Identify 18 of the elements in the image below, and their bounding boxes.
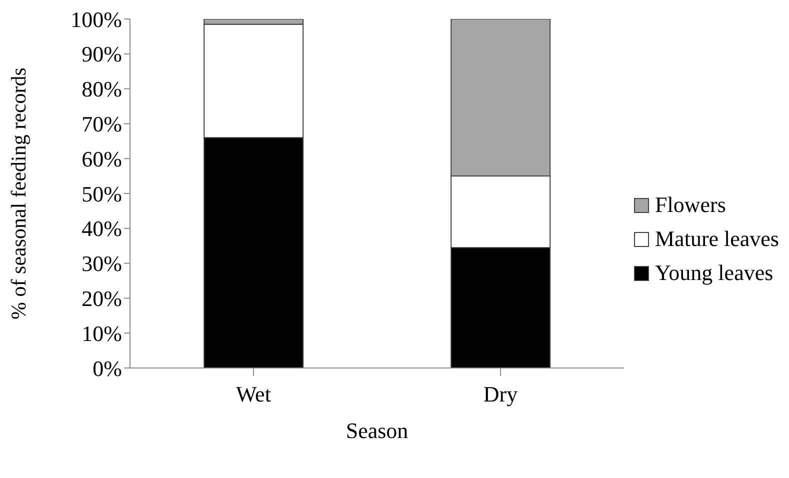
- legend-label: Mature leaves: [655, 226, 779, 252]
- y-tick-label: 40%: [82, 216, 122, 242]
- y-tick-label: 100%: [70, 6, 122, 32]
- y-tick-label: 10%: [82, 320, 122, 346]
- y-tick-label: 0%: [92, 356, 122, 381]
- x-axis-title: Season: [346, 418, 408, 443]
- legend-label: Young leaves: [655, 260, 774, 286]
- y-tick-label: 20%: [82, 286, 122, 312]
- y-tick-label: 80%: [82, 76, 122, 102]
- x-tick-label: Dry: [483, 382, 518, 407]
- y-tick-label: 70%: [82, 112, 122, 137]
- y-tick-label: 90%: [82, 42, 122, 67]
- x-tick-label: Wet: [236, 382, 271, 407]
- y-tick-label: 30%: [82, 251, 122, 276]
- legend-label: Flowers: [655, 192, 726, 218]
- y-tick-label: 60%: [82, 146, 122, 172]
- y-axis-title: % of seasonal feeding records: [6, 68, 30, 320]
- y-tick-label: 50%: [82, 181, 122, 206]
